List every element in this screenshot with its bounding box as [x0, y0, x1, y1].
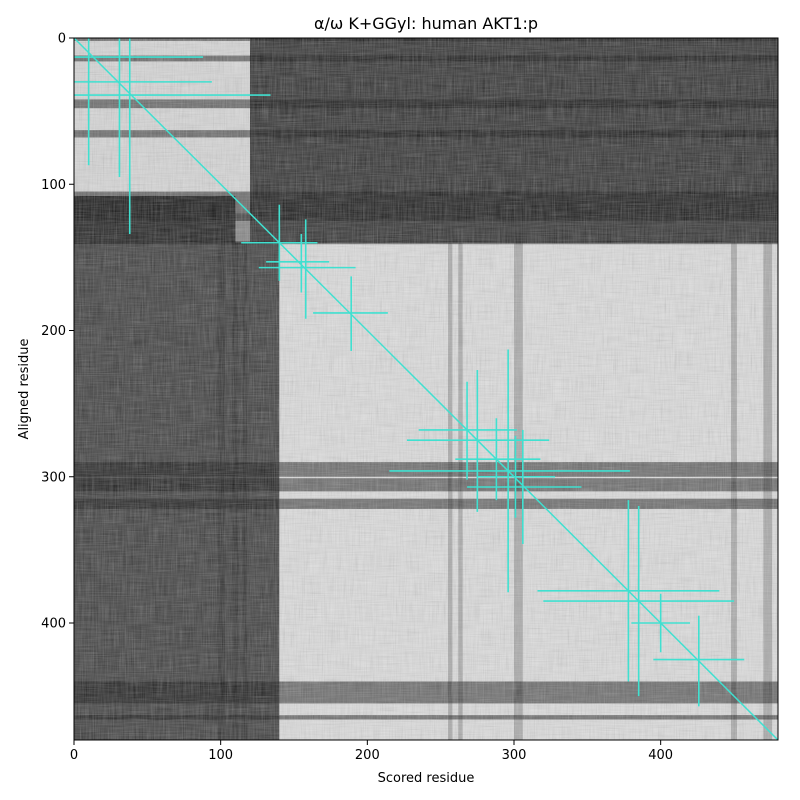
y-tick-label: 100	[41, 178, 66, 193]
x-tick-label: 400	[648, 748, 673, 763]
y-tick-label: 0	[58, 32, 66, 47]
x-tick-label: 0	[70, 748, 78, 763]
y-tick-label: 300	[41, 470, 66, 485]
x-tick-label: 300	[502, 748, 527, 763]
alignment-overlay	[74, 38, 778, 740]
x-axis-ticks: 0 100 200 300 400	[70, 740, 673, 763]
y-axis-ticks: 0 100 200 300 400	[41, 32, 74, 632]
chart-title: α/ω K+GGyl: human AKT1:p	[314, 14, 538, 33]
y-tick-label: 200	[41, 324, 66, 339]
x-tick-label: 200	[355, 748, 380, 763]
plot-frame	[73, 37, 779, 741]
y-axis-label: Aligned residue	[17, 339, 32, 440]
y-tick-label: 400	[41, 617, 66, 632]
x-axis-label: Scored residue	[378, 771, 475, 786]
x-tick-label: 100	[208, 748, 233, 763]
